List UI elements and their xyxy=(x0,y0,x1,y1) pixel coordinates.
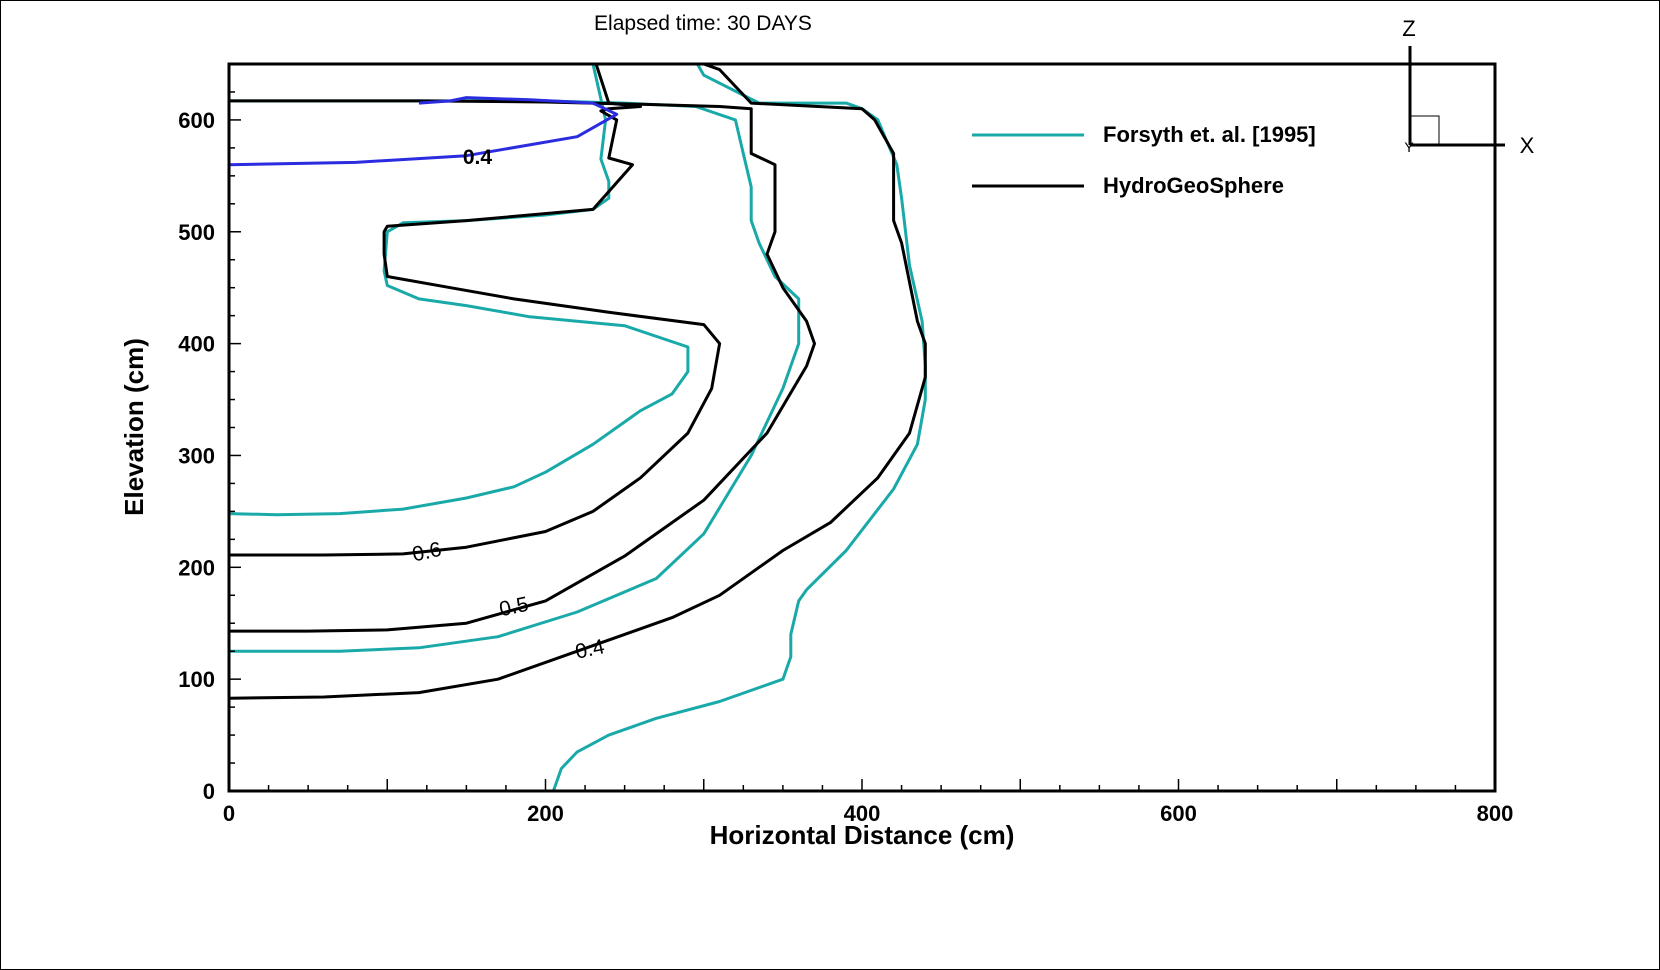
series-line-hydrogeosphere-06-3 xyxy=(229,63,722,557)
series-layer xyxy=(228,62,927,792)
y-tick-label: 500 xyxy=(178,220,215,245)
contour-label-3: 0.4 xyxy=(573,635,607,664)
ticks-layer: 0 200 400 600 800 0 100 200 300 400 500 600 xyxy=(178,63,1514,826)
triad-y-label: Y xyxy=(1404,139,1414,155)
x-tick-label: 0 xyxy=(223,801,235,826)
contour-label-1: 0.6 xyxy=(410,538,443,567)
y-tick-label: 100 xyxy=(178,667,215,692)
y-tick-label: 0 xyxy=(203,779,215,804)
triad-z-label: Z xyxy=(1402,16,1415,41)
y-tick-label: 200 xyxy=(178,555,215,580)
triad-x-label: X xyxy=(1520,133,1535,158)
contour-label-2: 0.5 xyxy=(497,593,530,622)
series-line-hydrogeosphere-05-4 xyxy=(229,99,816,633)
axis-triad: Z X Y xyxy=(1402,16,1534,158)
series-line-highlight-04-6 xyxy=(228,96,619,167)
y-tick-label: 600 xyxy=(178,108,215,133)
legend: Forsyth et. al. [1995] HydroGeoSphere xyxy=(972,122,1316,198)
legend-label-hydrogeosphere: HydroGeoSphere xyxy=(1103,173,1284,198)
series-line-forsyth-06-0 xyxy=(228,63,690,517)
y-tick-label: 400 xyxy=(178,332,215,357)
legend-label-forsyth: Forsyth et. al. [1995] xyxy=(1103,122,1316,147)
series-line-hydrogeosphere-04-5 xyxy=(228,62,927,700)
y-axis-title: Elevation (cm) xyxy=(119,338,149,516)
contour-label-0: 0.4 xyxy=(463,146,493,169)
y-tick-label: 300 xyxy=(178,443,215,468)
x-axis-title: Horizontal Distance (cm) xyxy=(710,820,1015,850)
plot-area-border xyxy=(227,62,1497,793)
x-tick-label: 400 xyxy=(844,801,881,826)
triad-right-angle-marker xyxy=(1409,115,1440,146)
series-line-forsyth-04-2 xyxy=(551,63,927,792)
x-tick-label: 200 xyxy=(527,801,564,826)
x-tick-label: 600 xyxy=(1160,801,1197,826)
x-tick-label: 800 xyxy=(1477,801,1514,826)
chart-subtitle: Elapsed time: 30 DAYS xyxy=(594,12,812,35)
